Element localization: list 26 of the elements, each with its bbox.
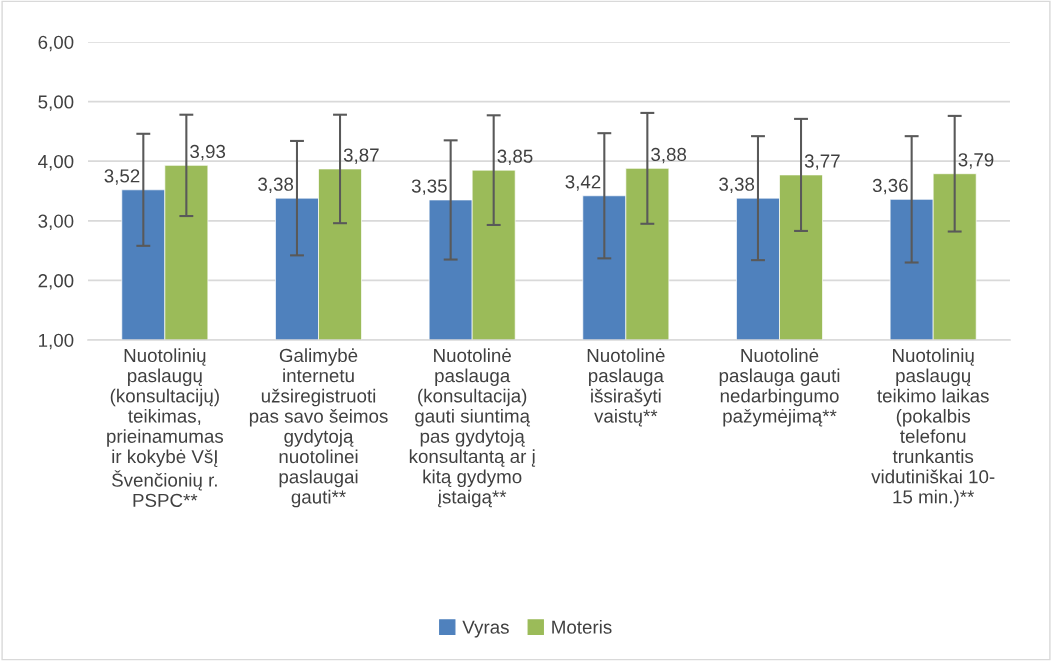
x-tick-label: Nuotolinių paslaugų (konsultacijų) teikimas, prieinamumas ir kokybė VšĮ Švenčionių r. PSPC** (107, 348, 224, 507)
data-label: 3,88 (651, 147, 687, 164)
x-tick-label: Nuotolinė paslauga gauti nedarbingumo pažymėjimą** (719, 348, 840, 427)
data-label: 3,93 (190, 144, 226, 161)
data-label: 3,38 (719, 177, 755, 194)
x-tick-label: Nuotolinių paslaugų teikimo laikas (pokalbis telefonu trunkantis vidutiniškai 10- 15 min.)** (871, 348, 995, 508)
y-tick-label: 6,00 (38, 35, 74, 52)
data-label: 3,85 (497, 149, 533, 166)
legend-label: Moteris (552, 620, 612, 634)
y-tick-label: 2,00 (38, 274, 74, 290)
data-label: 3,35 (411, 179, 447, 195)
data-label: 3,36 (872, 178, 908, 195)
data-label: 3,87 (343, 148, 379, 164)
data-label: 3,42 (565, 175, 601, 191)
data-label: 3,38 (258, 177, 294, 194)
y-tick-label: 1,00 (39, 333, 74, 350)
x-tick-label: Nuotolinė paslauga išsirašyti vaistų** (587, 348, 665, 427)
legend-label: Vyras (462, 620, 509, 638)
data-label: 3,77 (804, 154, 840, 170)
data-label: 3,79 (958, 153, 994, 169)
y-tick-label: 5,00 (38, 95, 74, 111)
y-tick-label: 4,00 (38, 154, 74, 171)
data-label: 3,52 (104, 169, 140, 185)
x-tick-label: Galimybė internetu užsiregistruoti pas savo šeimos gydytoją nuotolinei paslaugai gauti** (249, 348, 388, 508)
y-tick-label: 3,00 (38, 214, 74, 230)
x-tick-label: Nuotolinė paslauga (konsultacija) gauti siuntimą pas gydytoją konsultantą ar į kitą gydymo įstaigą** (409, 348, 536, 508)
